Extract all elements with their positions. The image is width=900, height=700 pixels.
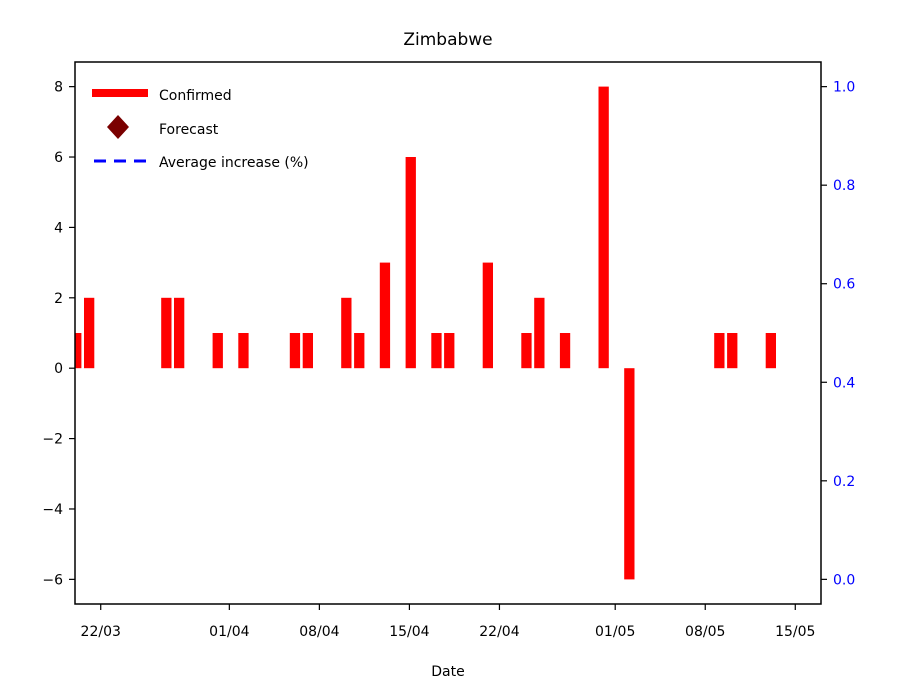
bar — [534, 297, 545, 369]
bar — [161, 297, 172, 369]
y-tick-label: 8 — [54, 80, 63, 96]
bar — [405, 157, 416, 369]
bar — [75, 333, 82, 369]
y-tick-label: 4 — [54, 220, 63, 236]
x-tick-label: 01/05 — [595, 624, 635, 640]
x-axis-label: Date — [431, 664, 464, 680]
x-tick-label: 22/03 — [81, 624, 121, 640]
y-right-tick-label: 0.2 — [833, 474, 855, 490]
bar — [238, 333, 249, 369]
y-right-tick-label: 1.0 — [833, 80, 855, 96]
bar — [174, 297, 185, 369]
bar — [624, 368, 635, 580]
legend-forecast-label: Forecast — [159, 122, 219, 138]
y-axis-left: −6 −4 −2 0 2 4 6 8 — [42, 80, 75, 588]
plot-frame — [74, 61, 822, 605]
bar — [212, 333, 223, 369]
y-right-tick-label: 0.4 — [833, 375, 855, 391]
bar — [765, 333, 776, 369]
x-tick-label: 15/05 — [775, 624, 815, 640]
x-tick-label: 01/04 — [209, 624, 249, 640]
bar — [598, 86, 609, 369]
bar — [714, 333, 725, 369]
y-right-tick-label: 0.6 — [833, 277, 855, 293]
x-tick-label: 22/04 — [479, 624, 519, 640]
x-tick-label: 15/04 — [389, 624, 429, 640]
bars-group — [75, 86, 776, 580]
bar — [289, 333, 301, 369]
y-tick-label: 0 — [54, 361, 63, 377]
y-tick-label: −2 — [42, 432, 63, 448]
y-tick-label: 2 — [54, 291, 63, 307]
y-right-tick-label: 0.0 — [833, 572, 855, 588]
bar — [379, 262, 391, 369]
bar — [482, 262, 493, 369]
bar — [431, 333, 442, 369]
y-axis-right: 0.0 0.2 0.4 0.6 0.8 1.0 — [821, 80, 855, 588]
x-axis: 22/03 01/04 08/04 15/04 22/04 01/05 08/05 15/05 — [81, 604, 815, 640]
legend-average-label: Average increase (%) — [159, 155, 309, 171]
bar — [444, 333, 455, 369]
y-tick-label: 6 — [54, 150, 63, 166]
x-tick-label: 08/05 — [685, 624, 725, 640]
chart-title: Zimbabwe — [403, 30, 492, 50]
bar — [341, 297, 352, 369]
bar — [727, 333, 738, 369]
bar — [521, 333, 532, 369]
y-right-tick-label: 0.8 — [833, 178, 855, 194]
legend-confirmed-label: Confirmed — [159, 88, 232, 104]
legend: Confirmed Forecast Average increase (%) — [92, 88, 309, 171]
bar — [302, 333, 313, 369]
bar — [354, 333, 365, 369]
y-tick-label: −4 — [42, 502, 63, 518]
bar — [559, 333, 571, 369]
legend-forecast-swatch — [107, 115, 129, 139]
y-tick-label: −6 — [42, 572, 63, 588]
bar — [84, 297, 95, 369]
x-tick-label: 08/04 — [299, 624, 339, 640]
